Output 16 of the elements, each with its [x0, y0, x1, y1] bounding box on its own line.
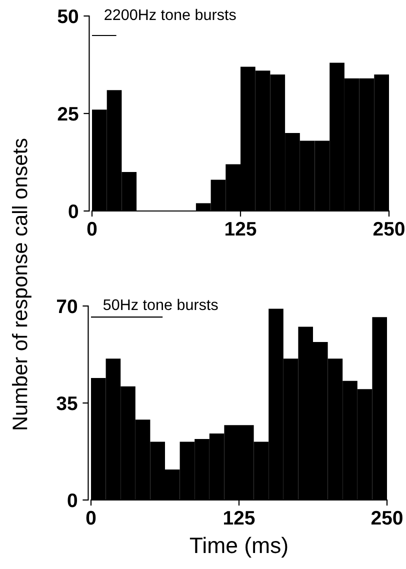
- x-tick-label: 0: [86, 510, 96, 525]
- y-tick-label: 70: [57, 299, 78, 314]
- y-tick-label: 35: [56, 396, 78, 410]
- y-tick-label: 0: [68, 204, 78, 218]
- x-tick-label: 125: [226, 222, 256, 236]
- x-tick-label: 250: [373, 222, 404, 236]
- x-tick-label: 250: [371, 510, 402, 525]
- chart-title: 2200Hz tone bursts: [104, 8, 236, 20]
- y-tick-label: 25: [58, 106, 78, 121]
- x-axis-title: Time (ms): [190, 536, 288, 558]
- y-tick-label: 0: [68, 493, 78, 508]
- chart-title: 50Hz tone bursts: [103, 298, 218, 310]
- x-tick-label: 125: [224, 510, 255, 525]
- y-axis-title: Number of response call onsets: [12, 138, 32, 430]
- x-tick-label: 0: [87, 222, 97, 236]
- y-tick-label: 50: [58, 9, 78, 24]
